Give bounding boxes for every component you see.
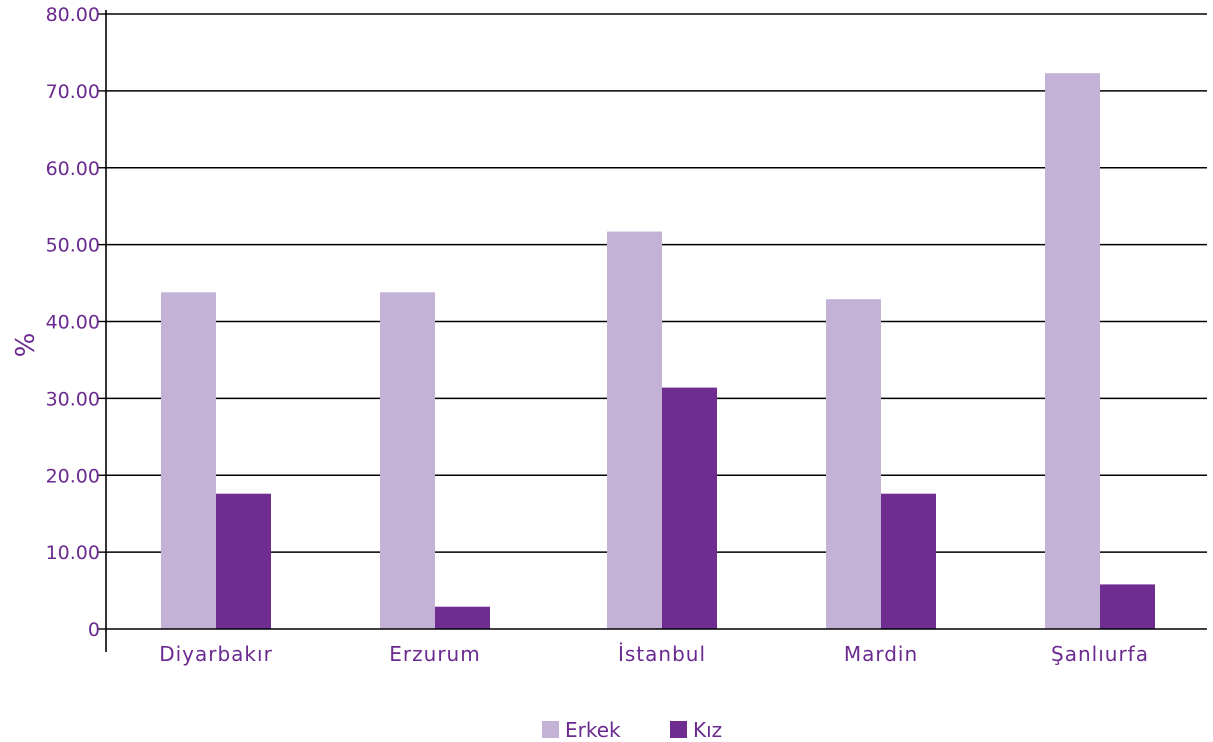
y-tick-label: 10.00 [46,542,100,564]
bar-erkek [826,299,881,629]
x-tick-label: İstanbul [618,642,706,666]
x-tick-label: Erzurum [389,642,480,666]
axis-labels: 0 10.00 20.00 30.00 40.00 50.00 60.00 70.00 80.0… [46,4,1149,666]
y-tick-label: 40.00 [46,312,100,334]
legend-label-erkek: Erkek [565,718,621,742]
bar-kiz [435,606,490,629]
y-tick-label: 70.00 [46,81,100,103]
legend-swatch-erkek [542,721,559,738]
bar-kiz [216,493,271,629]
y-tick-label: 30.00 [46,388,100,410]
bar-kiz [881,493,936,629]
bar-erkek [161,292,216,629]
bar-erkek [607,231,662,629]
bars [161,73,1155,630]
legend: Erkek Kız [542,718,722,742]
legend-swatch-kiz [670,721,687,738]
bar-erkek [380,292,435,629]
x-tick-label: Şanlıurfa [1051,642,1149,666]
y-axis-label: % [11,333,41,358]
axes [98,10,1207,652]
y-tick-label: 20.00 [46,465,100,487]
y-tick-label: 80.00 [46,4,100,26]
y-tick-label: 50.00 [46,235,100,257]
legend-label-kiz: Kız [693,718,722,742]
x-tick-label: Diyarbakır [159,642,273,666]
bar-kiz [1100,584,1155,629]
bar-kiz [662,387,717,629]
x-tick-label: Mardin [844,642,918,666]
bar-erkek [1045,73,1100,630]
y-tick-label: 60.00 [46,158,100,180]
y-tick-label: 0 [88,619,100,641]
